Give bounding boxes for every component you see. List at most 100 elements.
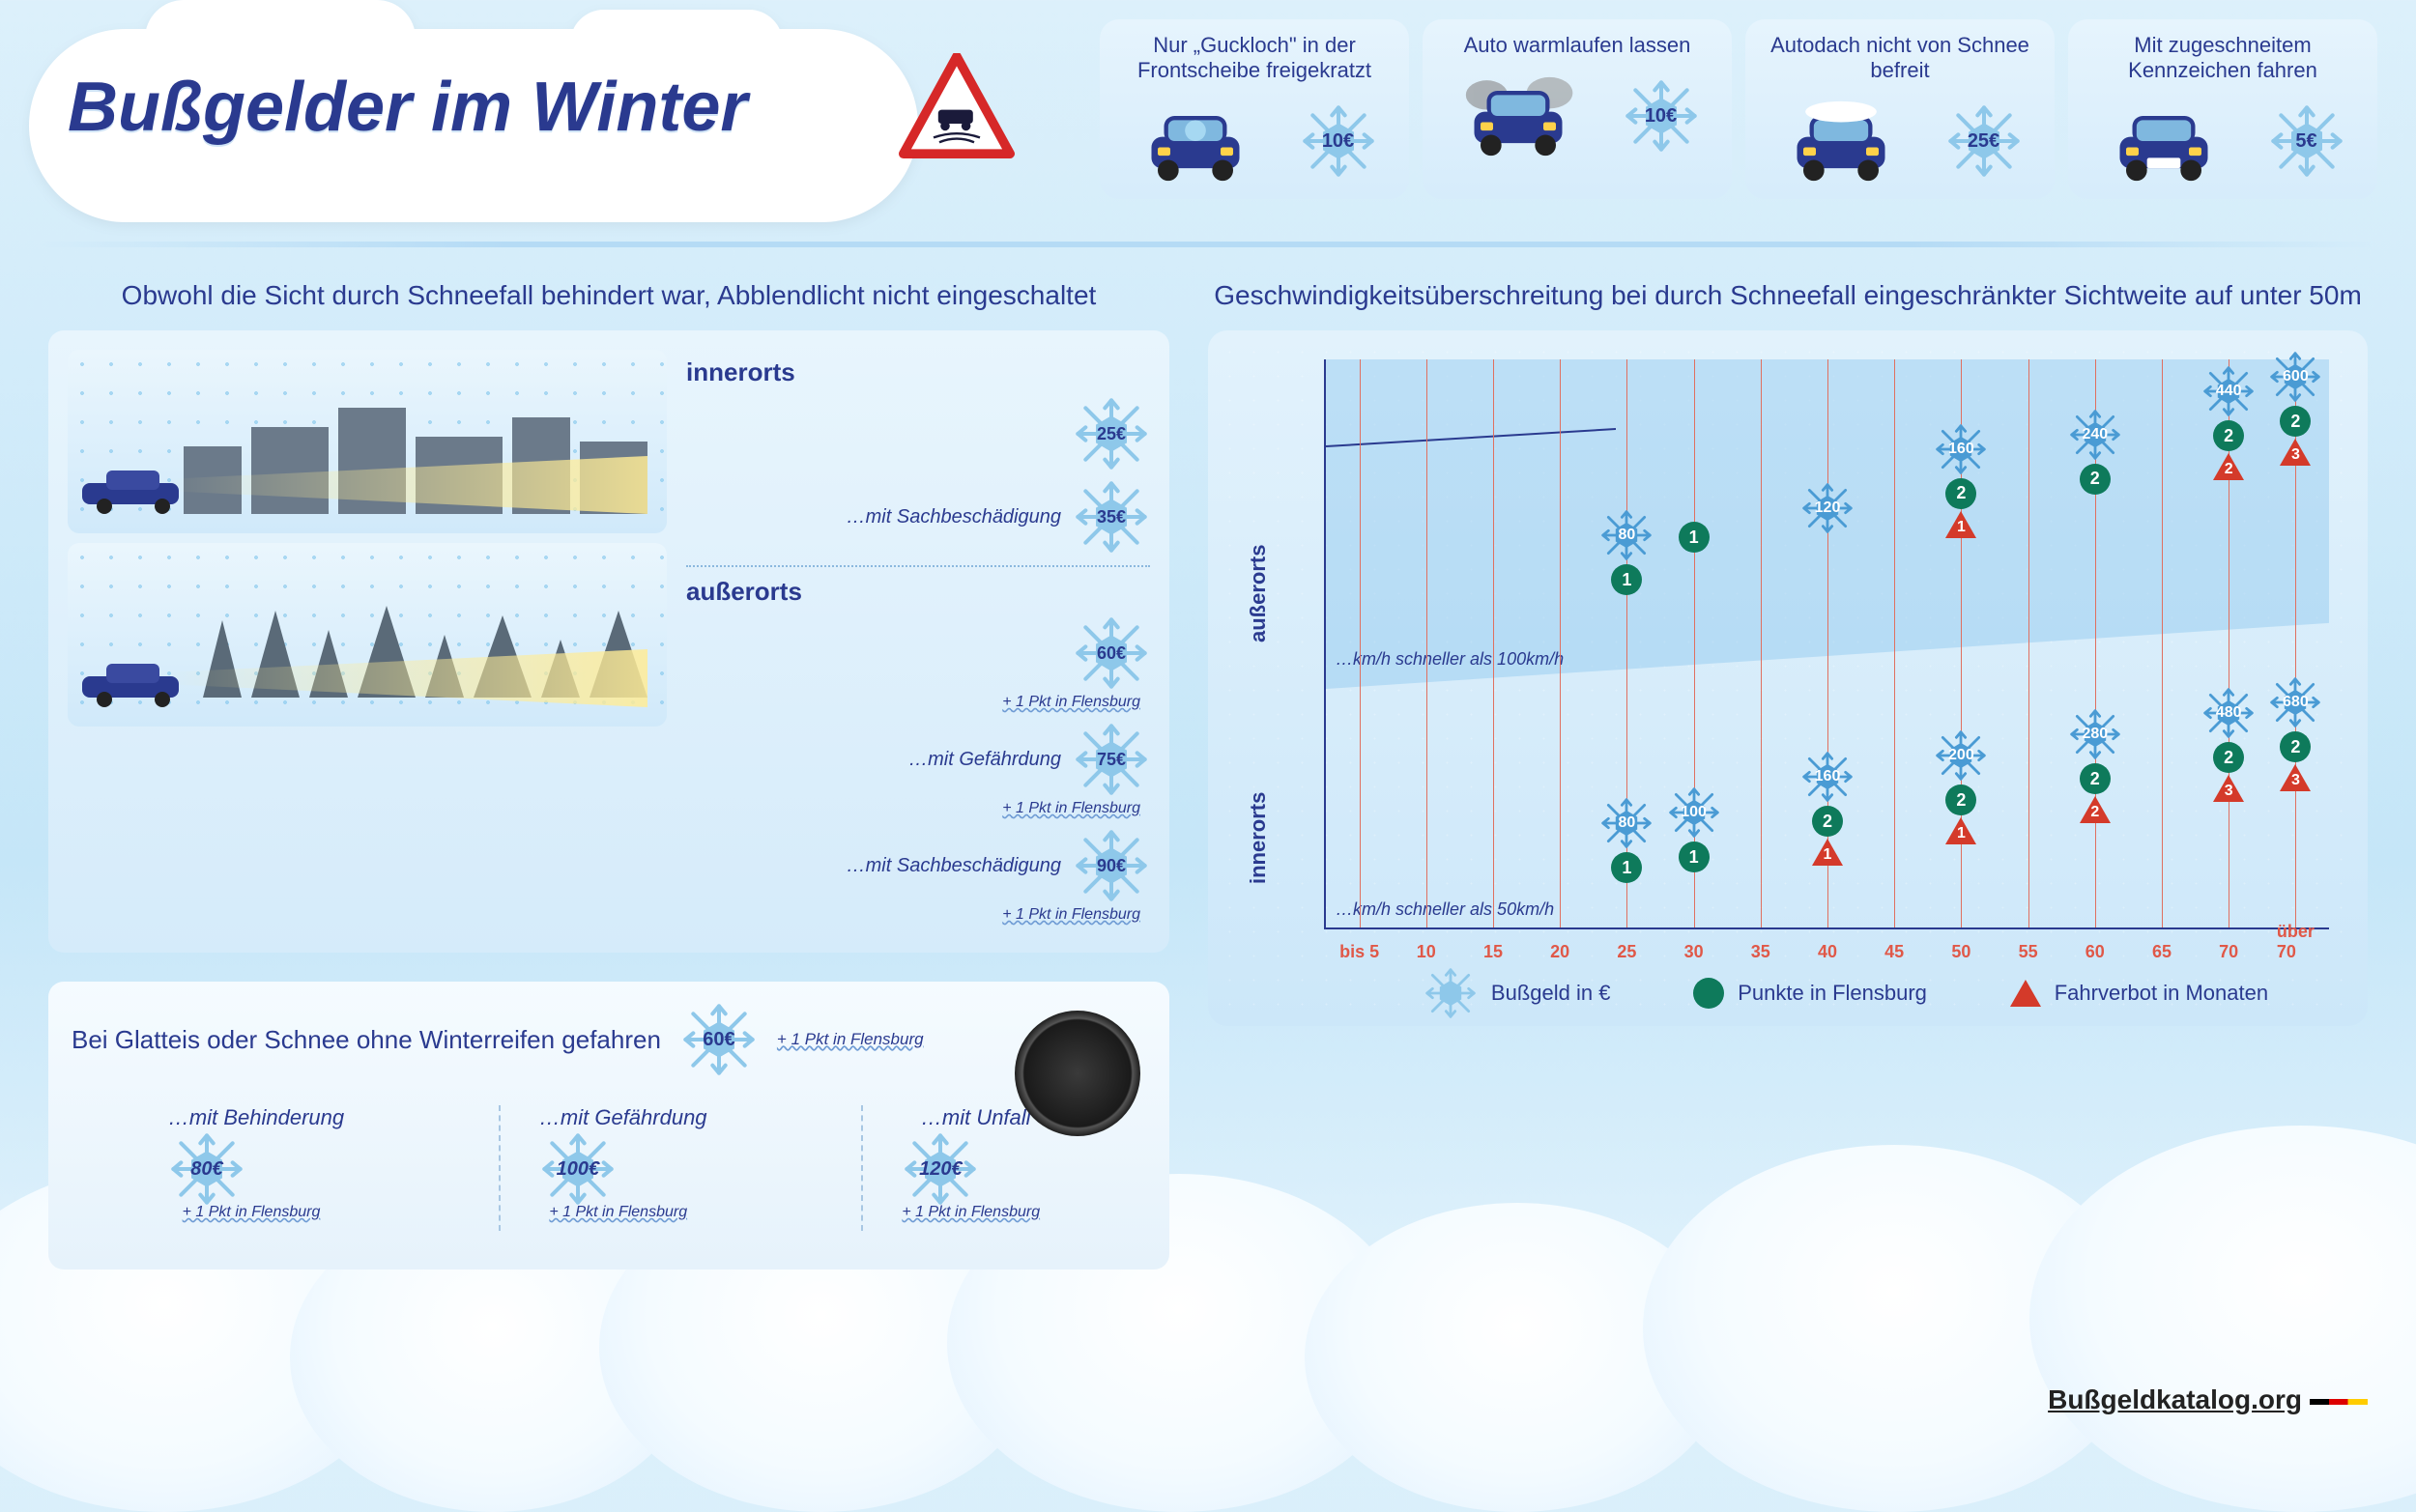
tire-col: …mit Gefährdung 100€ + 1 Pkt in Flensbur…: [499, 1105, 746, 1231]
chart: außerorts innerorts …km/h schneller als …: [1208, 330, 2368, 1026]
tire-section: Bei Glatteis oder Schnee ohne Winterreif…: [48, 982, 1169, 1270]
car-peephole-icon: [1133, 98, 1258, 185]
fine-snowflake-icon: 25€: [1073, 395, 1150, 472]
fine-snowflake-icon: 10€: [1623, 77, 1700, 155]
y-label-upper: außerorts: [1246, 545, 1271, 642]
x-tick: 35: [1751, 942, 1770, 962]
x-tick: 10: [1417, 942, 1436, 962]
top-card-0: Nur „Guckloch" in der Frontscheibe freig…: [1100, 19, 1409, 199]
ban-marker: 3: [2280, 439, 2311, 466]
fine-marker: 120: [1800, 481, 1855, 535]
chart-midline: [1326, 359, 1616, 504]
fine-snowflake-icon: 60€: [1073, 614, 1150, 692]
car-plate-snow-icon: [2101, 98, 2227, 185]
chart-point: 16021: [1934, 422, 1988, 538]
y-label-lower: innerorts: [1246, 792, 1271, 884]
headlight-section: Obwohl die Sicht durch Schneefall behind…: [48, 280, 1169, 1270]
ban-marker: 3: [2213, 775, 2244, 802]
legend-item: Bußgeld in €: [1424, 966, 1611, 1020]
points-marker: 2: [2280, 731, 2311, 762]
fine-marker: 160: [1934, 422, 1988, 476]
ban-marker: 3: [2280, 764, 2311, 791]
x-tick: bis 5: [1339, 942, 1379, 962]
points-marker: 2: [1945, 478, 1976, 509]
chart-point: 120: [1800, 481, 1855, 535]
chart-point: 1: [1679, 522, 1710, 553]
points-marker: 2: [2213, 420, 2244, 451]
legend-item: Fahrverbot in Monaten: [2010, 980, 2268, 1007]
points-marker: 2: [1945, 785, 1976, 815]
fine-snowflake-icon: 100€: [539, 1130, 617, 1208]
points-marker: 2: [2280, 406, 2311, 437]
footer-source: Bußgeldkatalog.org: [2048, 1384, 2368, 1415]
chart-point: 68023: [2268, 675, 2322, 791]
speed-chart-section: Geschwindigkeitsüberschreitung bei durch…: [1208, 280, 2368, 1026]
fine-marker: 680: [2268, 675, 2322, 729]
fine-marker: 80: [1599, 508, 1654, 562]
x-tick: 50: [1951, 942, 1970, 962]
top-card-1: Auto warmlaufen lassen 10€: [1423, 19, 1732, 199]
points-marker: 2: [2213, 742, 2244, 773]
car-icon: [77, 659, 193, 707]
fine-snowflake-icon: 35€: [1073, 478, 1150, 556]
tire-base-pkt: + 1 Pkt in Flensburg: [777, 1030, 924, 1049]
fine-snowflake-icon: 75€: [1073, 721, 1150, 798]
x-tick: 40: [1818, 942, 1837, 962]
fine-row: 60€: [686, 614, 1150, 692]
top-cards: Nur „Guckloch" in der Frontscheibe freig…: [1100, 19, 2377, 199]
points-marker: 1: [1679, 522, 1710, 553]
chart-point: 48023: [2201, 686, 2256, 802]
divider: [39, 242, 2377, 247]
x-tick: über 70: [2277, 922, 2315, 962]
pkt-note: + 1 Pkt in Flensburg: [686, 906, 1140, 924]
fine-row: …mit Sachbeschädigung 90€: [686, 827, 1150, 904]
car-roof-snow-icon: [1778, 98, 1904, 185]
top-card-2: Autodach nicht von Schnee befreit 25€: [1745, 19, 2055, 199]
x-tick: 15: [1483, 942, 1503, 962]
note-lower: …km/h schneller als 50km/h: [1336, 899, 1554, 920]
card-label: Autodach nicht von Schnee befreit: [1757, 33, 2043, 83]
fine-group-heading: innerorts: [686, 357, 1150, 387]
chart-point: 16021: [1800, 750, 1855, 866]
points-marker: 1: [1679, 842, 1710, 872]
card-label: Nur „Guckloch" in der Frontscheibe freig…: [1111, 33, 1397, 83]
card-label: Mit zugeschneitem Kennzeichen fahren: [2080, 33, 2366, 83]
headlight-panel: innerorts 25€ …mit Sachbeschädigung 35€ …: [48, 330, 1169, 953]
fine-marker: 160: [1800, 750, 1855, 804]
tire-base-fine: 60€: [680, 1001, 758, 1078]
x-tick: 45: [1884, 942, 1904, 962]
fine-snowflake-icon: 25€: [1945, 102, 2023, 180]
chart-point: 801: [1599, 796, 1654, 883]
x-tick: 20: [1550, 942, 1569, 962]
fine-snowflake-icon: 120€: [902, 1130, 979, 1208]
fine-marker: 440: [2201, 364, 2256, 418]
ban-marker: 1: [1945, 511, 1976, 538]
fine-marker: 600: [2268, 350, 2322, 404]
x-tick: 30: [1684, 942, 1704, 962]
chart-title: Geschwindigkeitsüberschreitung bei durch…: [1208, 280, 2368, 311]
scene-city: [68, 350, 667, 533]
scene-forest: [68, 543, 667, 727]
pkt-note: + 1 Pkt in Flensburg: [686, 694, 1140, 711]
headlight-fines: innerorts 25€ …mit Sachbeschädigung 35€ …: [686, 350, 1150, 933]
chart-point: 60023: [2268, 350, 2322, 466]
tire-title-text: Bei Glatteis oder Schnee ohne Winterreif…: [72, 1025, 661, 1055]
fine-marker: 80: [1599, 796, 1654, 850]
fine-row: …mit Sachbeschädigung 35€: [686, 478, 1150, 556]
fine-row: 25€: [686, 395, 1150, 472]
fine-group-heading: außerorts: [686, 577, 1150, 607]
fine-marker: 480: [2201, 686, 2256, 740]
ban-marker: 1: [1945, 817, 1976, 844]
pkt-note: + 1 Pkt in Flensburg: [686, 800, 1140, 817]
warning-sign-icon: [899, 53, 1015, 159]
chart-point: 1001: [1667, 785, 1721, 872]
points-marker: 1: [1611, 852, 1642, 883]
x-tick: 70: [2219, 942, 2238, 962]
ban-marker: 1: [1812, 839, 1843, 866]
card-label: Auto warmlaufen lassen: [1434, 33, 1720, 58]
fine-marker: 240: [2068, 408, 2122, 462]
chart-legend: Bußgeld in €Punkte in FlensburgFahrverbo…: [1382, 966, 2310, 1020]
fine-marker: 280: [2068, 707, 2122, 761]
points-marker: 2: [2080, 763, 2111, 794]
chart-point: 2402: [2068, 408, 2122, 495]
